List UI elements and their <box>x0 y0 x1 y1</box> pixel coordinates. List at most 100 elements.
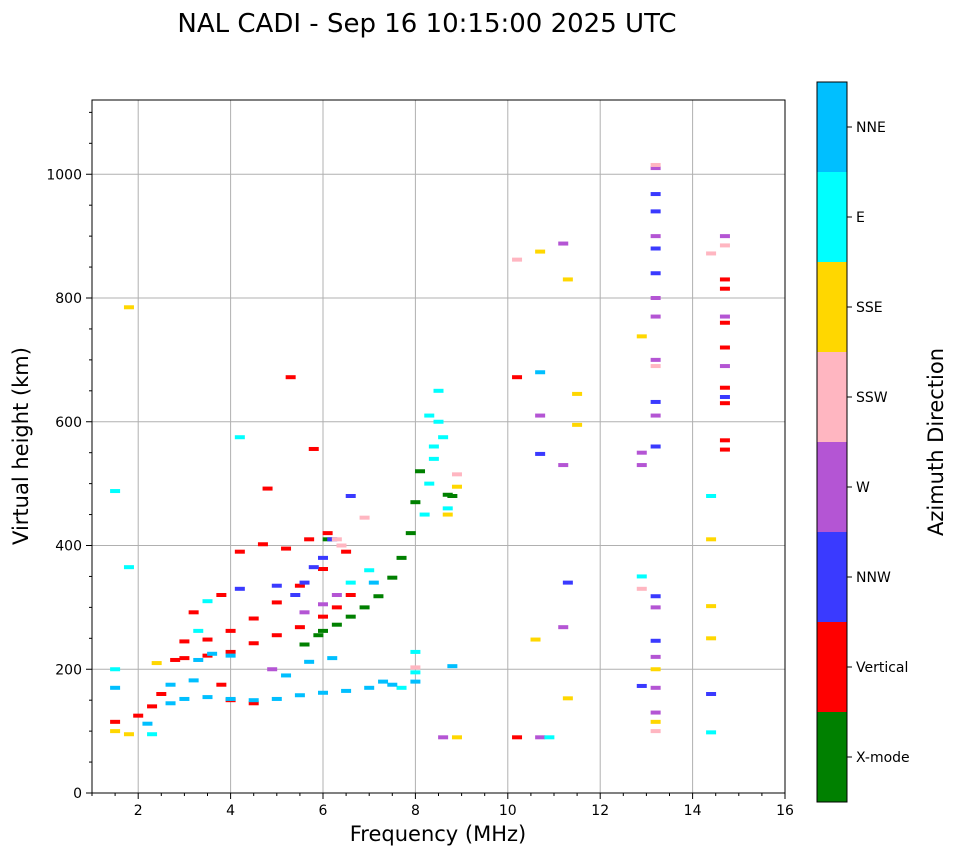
data-point-x-mode <box>345 614 356 619</box>
colorbar-segment <box>817 82 847 172</box>
data-point-sse <box>442 512 453 517</box>
data-point-vertical <box>156 692 167 696</box>
data-point-e <box>419 512 430 517</box>
data-point-w <box>535 735 546 740</box>
data-point-vertical <box>248 641 259 646</box>
data-point-nnw <box>706 692 717 696</box>
data-point-nnw <box>290 593 301 597</box>
data-point-vertical <box>719 438 730 443</box>
data-point-sse <box>572 422 583 427</box>
data-point-sse <box>151 661 162 666</box>
data-point-nnw <box>650 444 661 449</box>
x-axis-ticks: 2 4 6 8 10 12 14 16 <box>91 793 794 819</box>
data-point-ssw <box>706 251 717 256</box>
data-point-e <box>636 574 647 579</box>
data-point-w <box>535 413 546 418</box>
data-point-e <box>345 580 356 585</box>
y-tick-label: 200 <box>55 662 82 678</box>
data-point-sse <box>572 391 583 396</box>
data-point-sse <box>706 636 717 641</box>
data-point-nne <box>225 696 236 701</box>
data-point-nne <box>110 685 121 690</box>
data-point-sse <box>650 719 661 724</box>
data-point-vertical <box>202 637 213 642</box>
data-point-nne <box>368 580 379 585</box>
data-point-vertical <box>318 567 328 572</box>
data-point-sse <box>562 696 573 701</box>
data-point-e <box>428 444 439 449</box>
colorbar-segment <box>817 262 847 352</box>
colorbar-category-label: X-mode <box>856 750 910 766</box>
colorbar-category-label: SSW <box>856 390 888 406</box>
data-point-x-mode <box>410 500 421 505</box>
data-point-e <box>706 494 717 498</box>
data-point-w <box>719 234 730 239</box>
data-point-nnw <box>345 494 356 498</box>
colorbar-category-label: Vertical <box>856 660 908 676</box>
x-tick-label: 14 <box>684 803 702 819</box>
y-axis-label: Virtual height (km) <box>9 347 33 545</box>
data-point-ssw <box>512 257 523 262</box>
data-point-sse <box>562 277 573 282</box>
x-tick-label: 8 <box>411 803 420 819</box>
data-point-ssw <box>331 537 342 542</box>
data-point-e <box>428 456 439 461</box>
data-point-x-mode <box>415 469 426 474</box>
data-point-vertical <box>216 593 227 597</box>
data-point-w <box>438 735 449 740</box>
data-point-vertical <box>331 605 342 610</box>
data-point-nnw <box>318 555 328 560</box>
data-point-x-mode <box>373 594 384 599</box>
data-point-e <box>193 628 204 633</box>
y-tick-label: 400 <box>55 539 82 555</box>
data-point-e <box>110 667 121 672</box>
data-point-nne <box>304 659 315 664</box>
data-point-vertical <box>179 656 190 661</box>
data-point-w <box>650 357 661 362</box>
data-point-nnw <box>650 399 661 404</box>
data-point-vertical <box>345 593 356 597</box>
data-point-vertical <box>285 375 296 380</box>
data-point-nnw <box>308 565 319 570</box>
data-point-nne <box>179 696 190 701</box>
data-point-nnw <box>650 638 661 643</box>
data-point-nnw <box>271 583 282 588</box>
x-tick-label: 2 <box>134 803 143 819</box>
data-point-vertical <box>719 385 730 390</box>
data-point-nne <box>410 679 421 684</box>
data-point-e <box>410 670 421 675</box>
data-point-vertical <box>322 531 333 536</box>
data-point-w <box>558 241 569 246</box>
data-points <box>110 162 730 740</box>
data-point-sse <box>535 249 546 254</box>
data-point-nnw <box>650 271 661 276</box>
data-point-nne <box>207 651 218 656</box>
data-point-ssw <box>359 515 370 520</box>
data-point-sse <box>123 305 134 310</box>
data-point-w <box>650 166 661 171</box>
data-point-vertical <box>719 320 730 325</box>
data-point-sse <box>706 537 717 542</box>
colorbar-category-label: NNW <box>856 570 891 586</box>
data-point-w <box>267 667 278 672</box>
data-point-w <box>650 296 661 300</box>
data-point-nne <box>447 664 458 669</box>
data-point-nne <box>327 656 338 661</box>
data-point-vertical <box>294 625 305 630</box>
colorbar-segment <box>817 712 847 802</box>
data-point-ssw <box>451 472 462 477</box>
data-point-vertical <box>719 345 730 350</box>
data-point-nnw <box>562 580 573 585</box>
data-point-vertical <box>170 657 181 662</box>
data-point-w <box>636 450 647 455</box>
data-point-vertical <box>225 649 236 654</box>
data-point-nne <box>318 690 328 695</box>
data-point-x-mode <box>359 605 370 610</box>
data-point-vertical <box>179 639 190 644</box>
data-point-ssw <box>410 665 421 670</box>
colorbar-category-label: W <box>856 480 870 496</box>
y-tick-label: 800 <box>55 291 82 307</box>
data-point-x-mode <box>396 555 407 560</box>
data-point-nne <box>281 673 292 678</box>
data-point-x-mode <box>331 622 342 627</box>
